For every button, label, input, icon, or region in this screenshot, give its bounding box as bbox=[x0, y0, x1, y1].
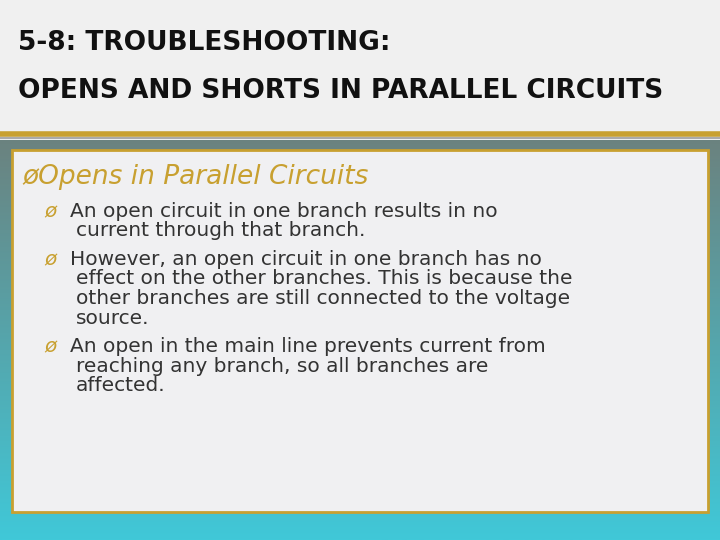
Text: effect on the other branches. This is because the: effect on the other branches. This is be… bbox=[76, 269, 572, 288]
Text: ø: ø bbox=[44, 337, 56, 356]
Text: OPENS AND SHORTS IN PARALLEL CIRCUITS: OPENS AND SHORTS IN PARALLEL CIRCUITS bbox=[18, 78, 663, 104]
Text: However, an open circuit in one branch has no: However, an open circuit in one branch h… bbox=[70, 250, 542, 269]
Text: øOpens in Parallel Circuits: øOpens in Parallel Circuits bbox=[22, 164, 369, 190]
Text: ø: ø bbox=[44, 202, 56, 221]
Text: other branches are still connected to the voltage: other branches are still connected to th… bbox=[76, 289, 570, 308]
Text: source.: source. bbox=[76, 308, 150, 327]
Text: reaching any branch, so all branches are: reaching any branch, so all branches are bbox=[76, 356, 488, 375]
FancyBboxPatch shape bbox=[0, 0, 720, 140]
Text: An open circuit in one branch results in no: An open circuit in one branch results in… bbox=[70, 202, 498, 221]
Text: ø: ø bbox=[44, 250, 56, 269]
Text: An open in the main line prevents current from: An open in the main line prevents curren… bbox=[70, 337, 546, 356]
Text: 5-8: TROUBLESHOOTING:: 5-8: TROUBLESHOOTING: bbox=[18, 30, 390, 56]
Text: current through that branch.: current through that branch. bbox=[76, 221, 365, 240]
FancyBboxPatch shape bbox=[12, 150, 708, 512]
Text: affected.: affected. bbox=[76, 376, 166, 395]
